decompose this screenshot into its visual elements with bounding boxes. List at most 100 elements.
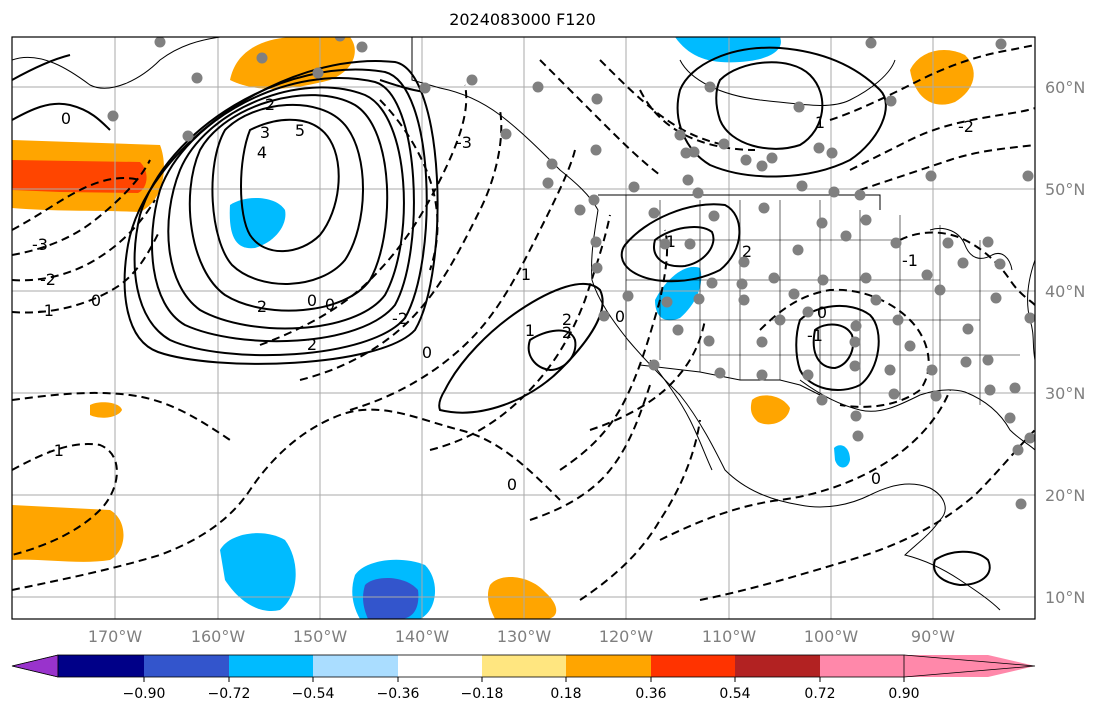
lon-label: 140°W: [395, 627, 450, 646]
contour-label: 2: [307, 335, 317, 354]
colorbar: −0.90 −0.72 −0.54 −0.36 −0.18 0.18 0.36 …: [11, 654, 1036, 702]
colorbar-tick-label: 0.54: [719, 686, 750, 702]
great-lakes: [929, 227, 1013, 271]
colorbar-extension-outline: [11, 654, 1036, 678]
high-center-4: [211, 103, 364, 285]
contour-label: 0: [307, 291, 317, 310]
contour-label: 0: [817, 303, 827, 322]
colorbar-tick-label: 0.90: [888, 686, 919, 702]
contour-label: -2: [40, 270, 56, 289]
solid-contours: [12, 46, 991, 587]
contour-label: 2: [257, 297, 267, 316]
chart-title: 2024083000 F120: [449, 10, 596, 29]
contour-label: -1: [807, 326, 823, 345]
lat-label: 50°N: [1045, 180, 1085, 199]
contour-label: 2: [265, 95, 275, 114]
contour-label: -1: [902, 251, 918, 270]
colorbar-segment: [58, 655, 144, 677]
contour-label: 0: [615, 307, 625, 326]
colorbar-tick-label: 0.36: [635, 686, 666, 702]
contour-label: 0: [325, 295, 335, 314]
graticule: [12, 37, 1035, 619]
coastlines: [12, 37, 1035, 611]
colorbar-tick-label: −0.54: [292, 686, 335, 702]
contour-label: 2: [742, 242, 752, 261]
contour-labels: 0 2 3 4 5 2 0 0 2 -3 -2 -1 0 -1 -3 1 2 -…: [32, 95, 974, 494]
colorbar-tick-label: −0.72: [208, 686, 251, 702]
low-center-hudson: [715, 61, 824, 150]
contour-label: 3: [260, 123, 270, 142]
colorbar-segment: [735, 655, 820, 677]
contour-label: 1: [525, 321, 535, 340]
contour-label: -2: [392, 309, 408, 328]
cool-anomaly-yucatan: [834, 445, 850, 468]
contour-label: 0: [91, 291, 101, 310]
lon-label: 110°W: [702, 627, 757, 646]
cool-anomaly-pacific-high: [229, 198, 286, 249]
station-markers: [107, 37, 1035, 510]
lat-label: 60°N: [1045, 78, 1085, 97]
colorbar-segment: [651, 655, 735, 677]
yucatan: [869, 483, 1001, 611]
lon-label: 160°W: [191, 627, 246, 646]
lon-label: 100°W: [804, 627, 859, 646]
warm-anomaly-gulf: [750, 395, 790, 425]
lat-label: 30°N: [1045, 384, 1085, 403]
colorbar-frame: [57, 654, 905, 678]
map-frame: [11, 36, 1036, 620]
colorbar-segment: [566, 655, 651, 677]
warm-anomaly-labrador: [910, 50, 974, 105]
blue-anomaly-tropical: [363, 578, 419, 619]
contour-label: 2: [562, 323, 572, 342]
dashed-contours: [12, 44, 1035, 601]
colorbar-segment: [144, 655, 229, 677]
lon-label: 170°W: [88, 627, 143, 646]
colorbar-tick-label: −0.90: [123, 686, 166, 702]
colorbar-tick-label: −0.18: [461, 686, 504, 702]
contour-label: 2: [562, 310, 572, 329]
longitude-labels: 170°W 160°W 150°W 140°W 130°W 120°W 110°…: [88, 627, 955, 646]
contour-label: 4: [257, 143, 267, 162]
high-center-5: [240, 118, 340, 253]
baja: [649, 359, 713, 471]
warm-anomaly-hawaii: [90, 402, 122, 418]
contour-label: 1: [521, 265, 531, 284]
colorbar-segment: [313, 655, 398, 677]
lon-label: 90°W: [911, 627, 955, 646]
contour-label: -1: [48, 441, 64, 460]
colorbar-right-extension: [904, 655, 1035, 677]
lon-label: 150°W: [293, 627, 348, 646]
lon-label: 130°W: [497, 627, 552, 646]
colorbar-left-extension: [11, 654, 59, 678]
contour-label: 0: [871, 469, 881, 488]
cool-anomaly-hudson: [675, 37, 781, 63]
colorbar-segment: [820, 655, 904, 677]
colorbar-segment: [482, 655, 566, 677]
cool-anomaly-tropical-1: [220, 533, 296, 611]
contour-label: 0: [422, 343, 432, 362]
lat-label: 40°N: [1045, 282, 1085, 301]
red-anomaly-west-band: [12, 160, 147, 193]
canada-border: [598, 194, 881, 210]
contour-label: -3: [32, 235, 48, 254]
contour-label: 0: [507, 475, 517, 494]
lat-label: 20°N: [1045, 486, 1085, 505]
west-pacific-coast: [12, 37, 221, 89]
contour-label: -2: [958, 117, 974, 136]
lat-label: 10°N: [1045, 588, 1085, 607]
colorbar-segment: [229, 655, 313, 677]
latitude-labels: 60°N 50°N 40°N 30°N 20°N 10°N: [1045, 78, 1085, 607]
contour-label: -1: [38, 301, 54, 320]
contour-label: 1: [815, 113, 825, 132]
colorbar-tick-label: 0.72: [804, 686, 835, 702]
low-center-pacific: [438, 282, 604, 414]
low-center-plains: [795, 304, 880, 391]
west-coast: [591, 209, 871, 508]
colorbar-tick-label: −0.36: [377, 686, 420, 702]
contour-label: 0: [61, 109, 71, 128]
contour-label: -3: [456, 133, 472, 152]
alaska-coast: [411, 37, 599, 211]
colorbar-segment: [398, 655, 482, 677]
warm-anomaly-tropical-east: [487, 576, 557, 619]
